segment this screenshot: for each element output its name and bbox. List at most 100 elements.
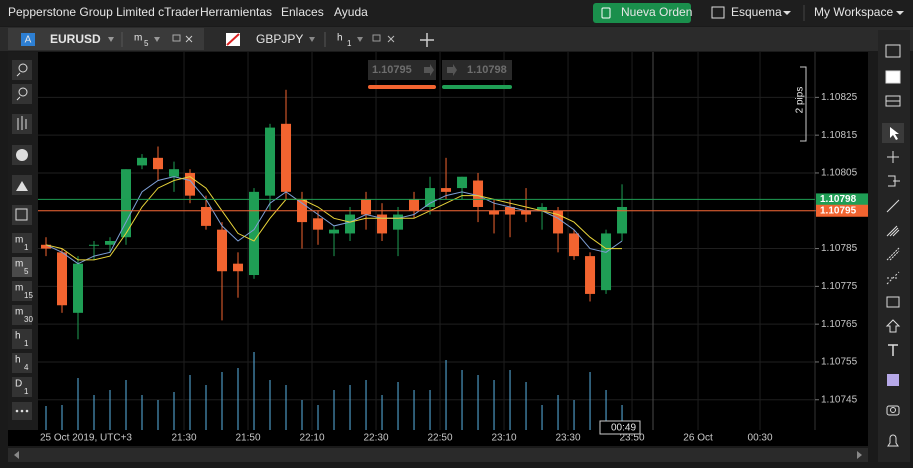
brand: Pepperstone Group Limited cTrader [8, 5, 199, 19]
icon[interactable] [887, 151, 899, 163]
candle-body [409, 199, 420, 211]
candle-body [169, 169, 180, 177]
bid-label: 1.10795 [820, 205, 857, 216]
sell-bar [368, 85, 436, 89]
buy-button[interactable] [442, 60, 512, 80]
y-tick-label: 1.10745 [821, 394, 858, 405]
x-tick-label: 23:30 [556, 433, 581, 444]
candle-body [105, 241, 116, 245]
icon[interactable] [888, 344, 898, 356]
close-icon[interactable] [387, 35, 395, 43]
timeframe-period: 1 [24, 387, 29, 396]
timeframe-button[interactable] [12, 257, 32, 277]
candle-body [73, 263, 84, 313]
time-axis [8, 430, 868, 446]
zoom-in[interactable] [12, 60, 32, 80]
tab-active[interactable] [8, 28, 204, 50]
candle-body [345, 214, 356, 234]
timeframe-button[interactable] [12, 305, 32, 325]
layout-menu[interactable]: Esquema [731, 5, 782, 19]
tab-symbol: EURUSD [50, 32, 101, 46]
detach-icon[interactable] [172, 34, 181, 42]
settings[interactable] [12, 205, 32, 225]
icon[interactable] [886, 296, 900, 308]
icon [20, 409, 24, 413]
new-order-button[interactable] [593, 3, 691, 23]
candle-body [393, 214, 404, 230]
tab-symbol[interactable]: GBPJPY [256, 32, 303, 46]
icon[interactable] [886, 247, 900, 261]
icon[interactable] [885, 70, 901, 84]
icon [18, 63, 28, 73]
icon [16, 149, 28, 161]
timeframe-button[interactable] [12, 281, 32, 301]
candles [41, 89, 628, 340]
candle-body [185, 172, 196, 196]
y-tick-label: 1.10805 [821, 168, 858, 179]
icon[interactable] [887, 434, 899, 447]
x-tick-label: 21:50 [235, 433, 260, 444]
candle-body [457, 176, 468, 189]
x-tick-label: 00:30 [748, 433, 773, 444]
timeframe-button[interactable] [12, 233, 32, 253]
menu-item[interactable]: Herramientas [200, 5, 272, 19]
color-picker[interactable] [887, 374, 899, 386]
detach-icon[interactable] [372, 34, 381, 42]
x-tick-label: 21:30 [171, 433, 196, 444]
menu-item[interactable]: Ayuda [334, 5, 368, 19]
candle-body [361, 199, 372, 215]
workspace-menu[interactable]: My Workspace [814, 5, 893, 19]
candle-body [569, 233, 580, 257]
tab-unit: m [134, 33, 142, 44]
ask-label-box [816, 193, 868, 206]
timeframe-button[interactable] [12, 353, 32, 373]
y-tick-label: 1.10815 [821, 130, 858, 141]
candle-body [201, 206, 212, 226]
icon [447, 64, 457, 76]
timeframe-period: 1 [24, 339, 29, 348]
icon[interactable] [885, 319, 901, 333]
menu-bar [0, 0, 913, 26]
right-toolbar [878, 30, 910, 462]
tab-flag [226, 33, 240, 46]
icon [17, 116, 27, 130]
icon[interactable] [886, 405, 900, 416]
y-tick-label: 1.10765 [821, 319, 858, 330]
buy-bar [442, 85, 512, 89]
x-tick-label: 22:10 [299, 433, 324, 444]
pip-ruler-label: 2 pips [795, 87, 806, 114]
left-tools [12, 60, 32, 420]
icon[interactable] [886, 271, 900, 285]
new-order-icon [601, 7, 611, 19]
zoom-out[interactable] [12, 84, 32, 104]
tab-badge [21, 33, 35, 46]
sell-button[interactable] [368, 60, 436, 80]
timeframe-button[interactable] [12, 377, 32, 397]
icon[interactable] [886, 199, 900, 213]
timeframe-period: 4 [24, 363, 29, 372]
candle-body [537, 206, 548, 211]
icon[interactable] [886, 225, 900, 237]
icon [16, 96, 21, 101]
close-icon[interactable] [185, 35, 193, 43]
icon[interactable] [888, 175, 900, 187]
icon [15, 208, 28, 221]
candle-body [249, 191, 260, 276]
icon[interactable] [885, 95, 901, 107]
timeframe-period: 1 [24, 243, 29, 252]
timeframe-period: 15 [24, 291, 33, 300]
scrollbar[interactable] [8, 448, 868, 462]
add-tab[interactable] [420, 33, 434, 47]
x-tick-label: 22:50 [428, 433, 453, 444]
icon [25, 409, 29, 413]
timeframe-button[interactable] [12, 329, 32, 349]
menu-item[interactable]: Enlaces [281, 5, 324, 19]
x-tick-label: 23:50 [620, 433, 645, 444]
icon[interactable] [885, 44, 901, 58]
icon [16, 181, 28, 191]
x-tick-label: 23:10 [492, 433, 517, 444]
timeframe-period: 30 [24, 315, 33, 324]
